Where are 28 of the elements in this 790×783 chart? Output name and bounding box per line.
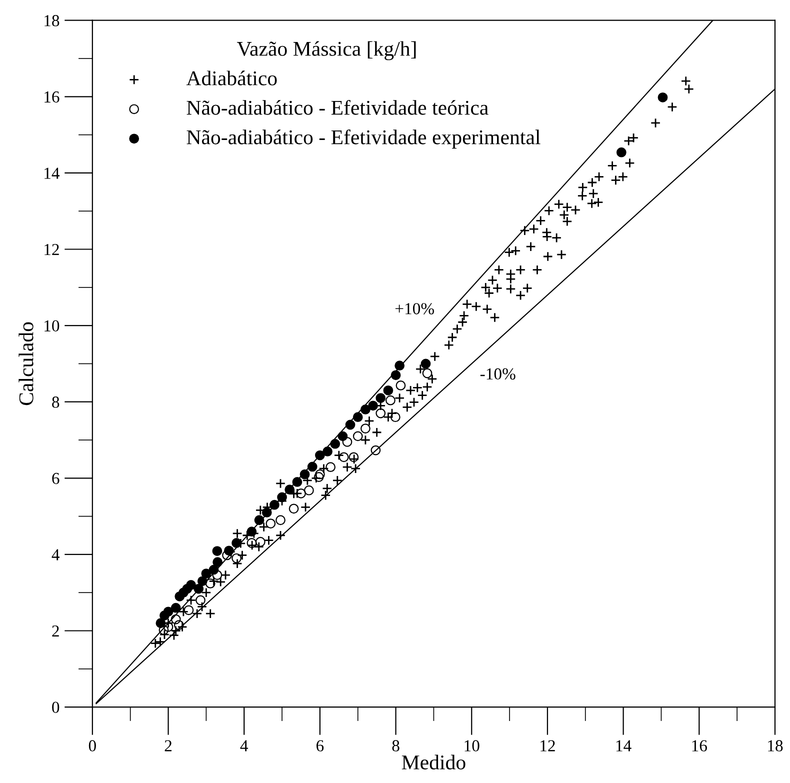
y-tick-label: 4 bbox=[52, 549, 60, 560]
y-tick-label: 6 bbox=[52, 472, 60, 484]
x-axis-title: Medido bbox=[402, 754, 466, 770]
x-tick-label: 14 bbox=[616, 740, 632, 752]
x-tick-label: 8 bbox=[392, 740, 400, 752]
y-axis-title: Calculado bbox=[18, 322, 34, 406]
legend-label: Não-adiabático - Efetividade teórica bbox=[186, 100, 488, 115]
y-tick-label: 16 bbox=[44, 91, 60, 103]
x-tick-label: 2 bbox=[164, 740, 172, 752]
y-tick-label: 12 bbox=[44, 244, 59, 256]
annotation: -10% bbox=[480, 368, 516, 380]
legend-title: Vazão Mássica [kg/h] bbox=[237, 41, 416, 60]
x-tick-label: 4 bbox=[240, 740, 248, 752]
x-tick-label: 18 bbox=[768, 740, 783, 752]
legend-label: Não-adiabático - Efetividade experimental bbox=[186, 129, 540, 149]
x-tick-label: 6 bbox=[316, 740, 324, 752]
x-tick-label: 10 bbox=[464, 740, 480, 752]
x-tick-label: 0 bbox=[88, 740, 96, 752]
y-tick-label: 8 bbox=[52, 396, 60, 408]
y-tick-label: 18 bbox=[44, 15, 60, 26]
y-tick-label: 2 bbox=[52, 625, 59, 637]
x-tick-label: 16 bbox=[692, 740, 707, 752]
annotation: +10% bbox=[395, 303, 434, 314]
y-tick-label: 0 bbox=[52, 702, 60, 713]
y-tick-label: 10 bbox=[44, 320, 60, 332]
legend-label: Adiabático bbox=[186, 70, 277, 86]
x-tick-label: 12 bbox=[540, 740, 555, 752]
y-tick-label: 14 bbox=[44, 168, 60, 179]
